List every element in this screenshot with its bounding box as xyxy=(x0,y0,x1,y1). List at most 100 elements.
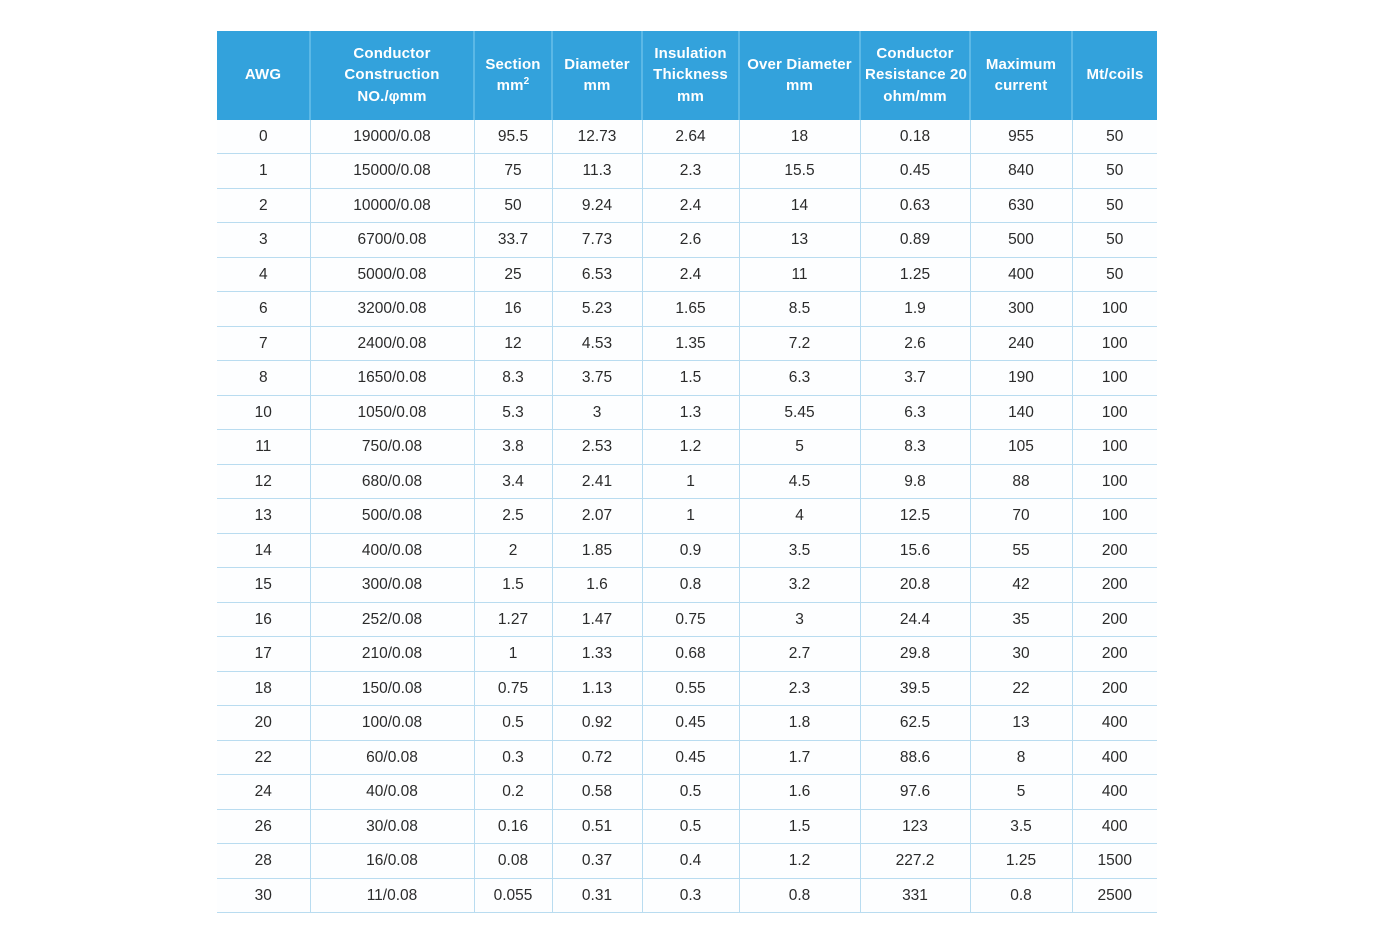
column-header-line: Conductor xyxy=(353,45,431,62)
table-row: 16 252/0.08 1.27 1.47 0.75 3 24.4 35 200 xyxy=(217,602,1157,638)
column-header-line: Diameter xyxy=(564,55,630,73)
cell-conductor: 5000/0.08 xyxy=(310,257,475,293)
cell-insulation: 1.2 xyxy=(642,429,740,465)
column-header-section[interactable]: Section mm2 xyxy=(474,31,553,120)
column-header-line: mm xyxy=(677,87,704,105)
cell-section: 2.5 xyxy=(474,498,553,534)
cell-diameter: 9.24 xyxy=(552,188,643,224)
table-header: AWG Conductor Construction NO./φmm Section mm… xyxy=(217,31,1157,120)
table-row: 8 1650/0.08 8.3 3.75 1.5 6.3 3.7 190 100 xyxy=(217,360,1157,396)
cell-section: 0.75 xyxy=(474,671,553,707)
cell-over: 1.6 xyxy=(739,774,861,810)
cell-resistance: 227.2 xyxy=(860,843,971,879)
cell-resistance: 1.9 xyxy=(860,291,971,327)
cell-section: 5.3 xyxy=(474,395,553,431)
cell-maximum: 88 xyxy=(970,464,1073,500)
cell-awg: 3 xyxy=(217,222,311,258)
table-row: 4 5000/0.08 25 6.53 2.4 11 1.25 400 50 xyxy=(217,257,1157,293)
cell-awg: 15 xyxy=(217,567,311,603)
cell-resistance: 0.45 xyxy=(860,153,971,189)
cell-maximum: 400 xyxy=(970,257,1073,293)
cell-diameter: 2.07 xyxy=(552,498,643,534)
cell-section: 0.16 xyxy=(474,809,553,845)
cell-insulation: 2.3 xyxy=(642,153,740,189)
cell-conductor: 750/0.08 xyxy=(310,429,475,465)
column-header-over[interactable]: Over Diameter mm xyxy=(739,31,861,120)
cell-awg: 7 xyxy=(217,326,311,362)
cell-maximum: 35 xyxy=(970,602,1073,638)
cell-conductor: 3200/0.08 xyxy=(310,291,475,327)
cell-mtcoils: 100 xyxy=(1072,464,1157,500)
cell-insulation: 0.45 xyxy=(642,740,740,776)
column-header-insulation[interactable]: Insulation Thickness mm xyxy=(642,31,740,120)
column-header-line: Section xyxy=(485,55,541,73)
table-row: 18 150/0.08 0.75 1.13 0.55 2.3 39.5 22 200 xyxy=(217,671,1157,707)
cell-insulation: 0.68 xyxy=(642,636,740,672)
table-row: 20 100/0.08 0.5 0.92 0.45 1.8 62.5 13 400 xyxy=(217,705,1157,741)
cell-awg: 8 xyxy=(217,360,311,396)
cell-mtcoils: 100 xyxy=(1072,360,1157,396)
column-header-line: Conductor xyxy=(876,45,954,62)
cell-conductor: 10000/0.08 xyxy=(310,188,475,224)
cell-mtcoils: 100 xyxy=(1072,291,1157,327)
cell-over: 3 xyxy=(739,602,861,638)
table-row: 1 15000/0.08 75 11.3 2.3 15.5 0.45 840 50 xyxy=(217,153,1157,189)
column-header-maximum[interactable]: Maximum current xyxy=(970,31,1073,120)
cell-maximum: 140 xyxy=(970,395,1073,431)
cell-conductor: 19000/0.08 xyxy=(310,119,475,155)
cell-section: 25 xyxy=(474,257,553,293)
cell-over: 4 xyxy=(739,498,861,534)
cell-mtcoils: 50 xyxy=(1072,188,1157,224)
table-row: 7 2400/0.08 12 4.53 1.35 7.2 2.6 240 100 xyxy=(217,326,1157,362)
cell-over: 6.3 xyxy=(739,360,861,396)
column-header-awg[interactable]: AWG xyxy=(217,31,311,120)
table-row: 22 60/0.08 0.3 0.72 0.45 1.7 88.6 8 400 xyxy=(217,740,1157,776)
cell-resistance: 97.6 xyxy=(860,774,971,810)
cell-maximum: 5 xyxy=(970,774,1073,810)
cell-mtcoils: 50 xyxy=(1072,153,1157,189)
cell-over: 11 xyxy=(739,257,861,293)
cell-over: 15.5 xyxy=(739,153,861,189)
cell-insulation: 1.3 xyxy=(642,395,740,431)
cell-mtcoils: 100 xyxy=(1072,326,1157,362)
cell-section: 8.3 xyxy=(474,360,553,396)
cell-conductor: 252/0.08 xyxy=(310,602,475,638)
column-header-line: Maximum xyxy=(985,55,1057,73)
cell-maximum: 8 xyxy=(970,740,1073,776)
cell-maximum: 630 xyxy=(970,188,1073,224)
cell-conductor: 1650/0.08 xyxy=(310,360,475,396)
table-header-row: AWG Conductor Construction NO./φmm Section mm… xyxy=(217,31,1157,120)
cell-over: 5 xyxy=(739,429,861,465)
cell-resistance: 39.5 xyxy=(860,671,971,707)
cell-diameter: 0.37 xyxy=(552,843,643,879)
column-header-line: Over Diameter xyxy=(747,55,852,73)
cell-resistance: 20.8 xyxy=(860,567,971,603)
cell-insulation: 1 xyxy=(642,498,740,534)
cell-resistance: 29.8 xyxy=(860,636,971,672)
table-row: 13 500/0.08 2.5 2.07 1 4 12.5 70 100 xyxy=(217,498,1157,534)
cell-mtcoils: 200 xyxy=(1072,671,1157,707)
cell-section: 0.055 xyxy=(474,878,553,914)
cell-mtcoils: 50 xyxy=(1072,257,1157,293)
cell-insulation: 0.75 xyxy=(642,602,740,638)
column-header-conductor[interactable]: Conductor Construction NO./φmm xyxy=(310,31,475,120)
column-header-mtcoils[interactable]: Mt/coils xyxy=(1072,31,1157,120)
column-header-resistance[interactable]: Conductor Resistance 20 ohm/mm xyxy=(860,31,971,120)
cell-awg: 6 xyxy=(217,291,311,327)
cell-conductor: 60/0.08 xyxy=(310,740,475,776)
cell-diameter: 5.23 xyxy=(552,291,643,327)
cell-resistance: 24.4 xyxy=(860,602,971,638)
column-header-line: mm xyxy=(583,76,611,94)
column-header-line: Mt/coils xyxy=(1086,66,1144,84)
column-header-diameter[interactable]: Diameter mm xyxy=(552,31,643,120)
cell-diameter: 1.47 xyxy=(552,602,643,638)
cell-diameter: 3.75 xyxy=(552,360,643,396)
cell-insulation: 0.45 xyxy=(642,705,740,741)
table-row: 0 19000/0.08 95.5 12.73 2.64 18 0.18 955 50 xyxy=(217,119,1157,155)
cell-insulation: 1.35 xyxy=(642,326,740,362)
table-body: 0 19000/0.08 95.5 12.73 2.64 18 0.18 955 50 1 1500… xyxy=(217,119,1157,914)
cell-diameter: 0.51 xyxy=(552,809,643,845)
cell-over: 14 xyxy=(739,188,861,224)
awg-specification-table: AWG Conductor Construction NO./φmm Section mm… xyxy=(217,31,1157,914)
cell-insulation: 0.9 xyxy=(642,533,740,569)
